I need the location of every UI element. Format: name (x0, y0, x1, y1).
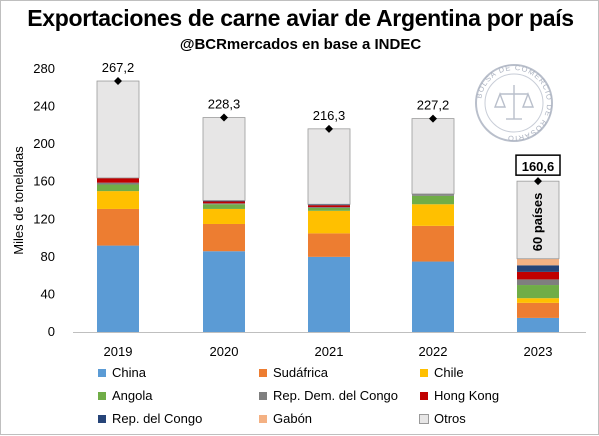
bar-segment (203, 203, 245, 205)
x-tick-label: 2020 (210, 344, 239, 359)
total-marker (220, 113, 228, 122)
bar-segment (308, 233, 350, 257)
bar-segment (97, 177, 139, 183)
bar-segment (97, 208, 139, 246)
bar-segment (517, 285, 559, 299)
bar-segment (412, 204, 454, 226)
bar-segment (412, 261, 454, 332)
total-marker (534, 177, 542, 186)
total-label: 160,6 (522, 159, 555, 174)
bar-segment (412, 225, 454, 262)
bar-segment (517, 279, 559, 286)
y-tick-label: 200 (33, 136, 55, 151)
legend-swatch (420, 392, 428, 400)
y-tick-label: 80 (41, 249, 55, 264)
bar-segment (517, 302, 559, 318)
y-tick-label: 0 (48, 324, 55, 339)
bar-segment (412, 193, 454, 196)
legend-swatch (259, 392, 267, 400)
total-marker (114, 77, 122, 86)
y-tick-label: 160 (33, 174, 55, 189)
legend-swatch (98, 369, 106, 377)
bar-segment (517, 298, 559, 303)
y-tick-label: 120 (33, 211, 55, 226)
bar-segment (203, 204, 245, 209)
bar-segment (516, 180, 560, 260)
legend-swatch (259, 415, 267, 423)
bar-segment (308, 208, 350, 211)
legend-swatch (420, 369, 428, 377)
chart-title: Exportaciones de carne aviar de Argentin… (27, 5, 574, 31)
bar-segment (202, 117, 246, 201)
total-label: 227,2 (417, 98, 450, 113)
total-label: 216,3 (313, 108, 346, 123)
total-label-box (515, 154, 561, 176)
x-tick-label: 2019 (104, 344, 133, 359)
x-tick-label: 2023 (524, 344, 553, 359)
bar-segment (96, 80, 140, 179)
bar-segment (97, 191, 139, 209)
y-axis-label: Miles de toneladas (11, 146, 26, 255)
chart-subtitle: @BCRmercados en base a INDEC (179, 36, 422, 53)
legend-swatch (419, 414, 429, 424)
bar-segment (97, 182, 139, 185)
bar-annotation: 60 países (530, 193, 545, 252)
total-label: 267,2 (102, 60, 135, 75)
legend-label: Rep. Dem. del Congo (273, 388, 399, 403)
bar-segment (203, 208, 245, 224)
legend-label: Rep. del Congo (112, 411, 203, 426)
total-marker (325, 124, 333, 133)
bar-segment (517, 271, 559, 280)
legend-label: Chile (434, 365, 464, 380)
bar-segment (308, 256, 350, 332)
bar-segment (203, 201, 245, 204)
legend-label: Gabón (273, 411, 313, 426)
bar-segment (517, 317, 559, 332)
x-tick-label: 2022 (419, 344, 448, 359)
bar-segment (412, 195, 454, 205)
bar-segment (308, 207, 350, 209)
total-label: 228,3 (208, 97, 241, 112)
bar-segment (97, 245, 139, 332)
y-tick-label: 280 (33, 61, 55, 76)
bar-segment (517, 265, 559, 272)
legend-label: Hong Kong (434, 388, 500, 403)
bar-segment (308, 205, 350, 208)
legend-swatch (98, 415, 106, 423)
total-marker (429, 114, 437, 123)
legend-label: Sudáfrica (273, 365, 328, 380)
bar-segment (411, 118, 455, 195)
legend-swatch (259, 369, 267, 377)
legend-label: Otros (434, 411, 466, 426)
x-tick-label: 2021 (315, 344, 344, 359)
bar-segment (97, 184, 139, 192)
bar-segment (203, 223, 245, 252)
bar-segment (203, 200, 245, 202)
bar-segment (203, 251, 245, 332)
bar-segment (307, 128, 351, 205)
bar-segment (308, 210, 350, 234)
bcr-seal-logo: BOLSA DE COMERCIO DE ROSARIO (474, 63, 553, 143)
legend-label: China (112, 365, 146, 380)
y-tick-label: 240 (33, 99, 55, 114)
y-tick-label: 40 (41, 286, 55, 301)
legend-swatch (98, 392, 106, 400)
legend-label: Angola (112, 388, 153, 403)
bar-segment (517, 258, 559, 266)
bar-segment (308, 204, 350, 206)
